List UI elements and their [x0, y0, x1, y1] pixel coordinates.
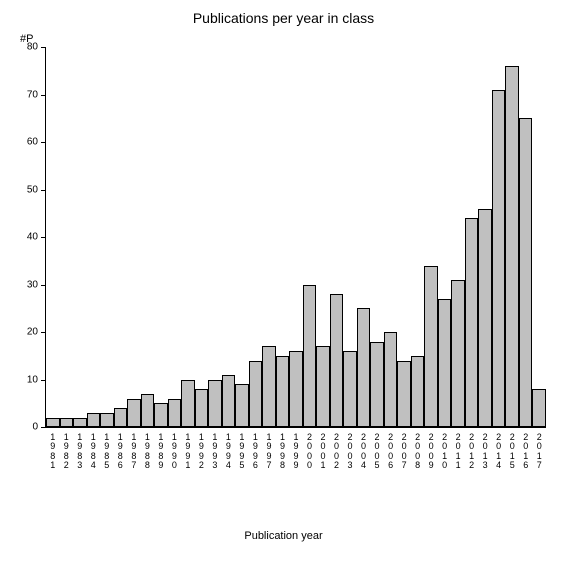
ytick-label: 70 — [27, 89, 38, 100]
xtick-label: 1998 — [276, 433, 290, 471]
xtick-label: 2008 — [411, 433, 425, 471]
chart-title: Publications per year in class — [0, 10, 567, 26]
xtick-label: 2013 — [478, 433, 492, 471]
bar — [397, 361, 411, 428]
bar — [100, 413, 114, 427]
ytick-mark — [41, 427, 46, 428]
xtick-label: 2012 — [465, 433, 479, 471]
bar — [87, 413, 101, 427]
bar — [289, 351, 303, 427]
bar — [46, 418, 60, 428]
bar — [154, 403, 168, 427]
ytick-label: 0 — [32, 422, 38, 433]
ytick-label: 40 — [27, 232, 38, 243]
bar — [465, 218, 479, 427]
bar — [343, 351, 357, 427]
xtick-label: 2009 — [424, 433, 438, 471]
bar — [235, 384, 249, 427]
bar — [451, 280, 465, 427]
xtick-label: 1990 — [168, 433, 182, 471]
ytick-label: 80 — [27, 42, 38, 53]
ytick-mark — [41, 142, 46, 143]
xtick-label: 1982 — [60, 433, 74, 471]
xtick-label: 2007 — [397, 433, 411, 471]
ytick-mark — [41, 332, 46, 333]
ytick-mark — [41, 380, 46, 381]
xtick-label: 1999 — [289, 433, 303, 471]
xtick-label: 1994 — [222, 433, 236, 471]
x-axis-label: Publication year — [0, 530, 567, 542]
xtick-label: 1981 — [46, 433, 60, 471]
ytick-label: 20 — [27, 327, 38, 338]
xtick-label: 1986 — [114, 433, 128, 471]
xtick-label: 2017 — [532, 433, 546, 471]
ytick-label: 50 — [27, 184, 38, 195]
bar — [208, 380, 222, 428]
bar — [222, 375, 236, 427]
bar — [411, 356, 425, 427]
xtick-label: 1988 — [141, 433, 155, 471]
bar — [276, 356, 290, 427]
xtick-label: 1989 — [154, 433, 168, 471]
ytick-label: 10 — [27, 374, 38, 385]
ytick-mark — [41, 190, 46, 191]
xtick-label: 1984 — [87, 433, 101, 471]
bar — [168, 399, 182, 428]
xtick-label: 2011 — [451, 433, 465, 471]
bar — [262, 346, 276, 427]
bar — [316, 346, 330, 427]
bar — [114, 408, 128, 427]
bar — [249, 361, 263, 428]
xtick-label: 2003 — [343, 433, 357, 471]
bar — [60, 418, 74, 428]
xtick-label: 2004 — [357, 433, 371, 471]
xtick-label: 2014 — [492, 433, 506, 471]
bar — [141, 394, 155, 427]
bar — [384, 332, 398, 427]
xtick-label: 1993 — [208, 433, 222, 471]
bar — [519, 118, 533, 427]
ytick-label: 60 — [27, 137, 38, 148]
xtick-label: 1985 — [100, 433, 114, 471]
xtick-label: 2000 — [303, 433, 317, 471]
ytick-mark — [41, 95, 46, 96]
xtick-label: 1996 — [249, 433, 263, 471]
bar — [127, 399, 141, 428]
bar — [370, 342, 384, 428]
bar — [195, 389, 209, 427]
plot-area: 0102030405060708019811982198319841985198… — [45, 47, 546, 428]
bar — [505, 66, 519, 427]
xtick-label: 2016 — [519, 433, 533, 471]
bar — [424, 266, 438, 428]
bar — [438, 299, 452, 427]
xtick-label: 2001 — [316, 433, 330, 471]
xtick-label: 1983 — [73, 433, 87, 471]
bar — [492, 90, 506, 427]
xtick-label: 1995 — [235, 433, 249, 471]
chart-container: Publications per year in class #P 010203… — [0, 0, 567, 567]
xtick-label: 1991 — [181, 433, 195, 471]
xtick-label: 1987 — [127, 433, 141, 471]
xtick-label: 2015 — [505, 433, 519, 471]
xtick-label: 2010 — [438, 433, 452, 471]
bar — [532, 389, 546, 427]
ytick-label: 30 — [27, 279, 38, 290]
bar — [303, 285, 317, 428]
bar — [73, 418, 87, 428]
bar — [181, 380, 195, 428]
ytick-mark — [41, 47, 46, 48]
bar — [357, 308, 371, 427]
xtick-label: 1997 — [262, 433, 276, 471]
xtick-label: 2002 — [330, 433, 344, 471]
bar — [330, 294, 344, 427]
bar — [478, 209, 492, 428]
ytick-mark — [41, 285, 46, 286]
xtick-label: 2006 — [384, 433, 398, 471]
xtick-label: 2005 — [370, 433, 384, 471]
xtick-label: 1992 — [195, 433, 209, 471]
ytick-mark — [41, 237, 46, 238]
